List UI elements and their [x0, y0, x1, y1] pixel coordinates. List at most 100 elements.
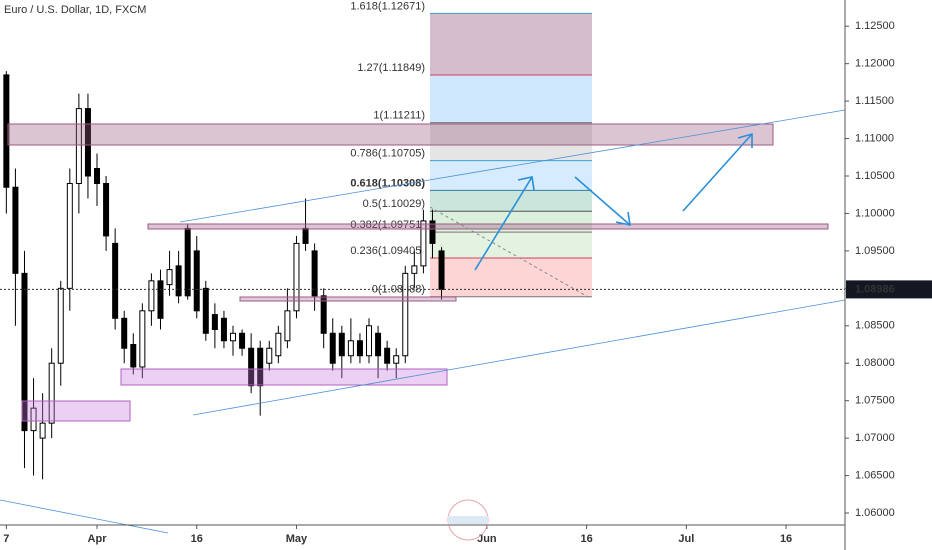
candle-body	[193, 250, 200, 312]
zone	[239, 296, 457, 302]
candle-body	[393, 355, 400, 364]
candle-body	[230, 332, 237, 342]
x-tick-label: Jul	[678, 533, 694, 545]
zone	[120, 368, 448, 386]
candle-body	[302, 227, 309, 244]
chart-title: Euro / U.S. Dollar, 1D, FXCM	[4, 4, 146, 16]
zone	[147, 223, 829, 230]
fib-label: 0.382(1.09751)	[350, 219, 425, 231]
candle-body	[375, 332, 382, 357]
y-tick-label: 1.09500	[855, 245, 895, 257]
y-tick-label: 1.06500	[855, 469, 895, 481]
candle-body	[139, 310, 146, 368]
trend-line	[192, 299, 846, 416]
candle-body	[275, 332, 282, 357]
y-tick-label: 1.10500	[855, 170, 895, 182]
candle-body	[21, 272, 28, 432]
candle-body	[66, 182, 73, 289]
y-tick-label: 1.07500	[855, 395, 895, 407]
y-tick-label: 1.11000	[855, 132, 894, 144]
candle-body	[3, 74, 10, 188]
candle-body	[57, 287, 64, 364]
candle-body	[411, 265, 418, 274]
candle-body	[402, 272, 409, 357]
y-tick-label: 1.11500	[855, 95, 894, 107]
trend-line	[0, 499, 169, 534]
candle-body	[420, 220, 427, 267]
y-tick-label: 1.08000	[855, 357, 895, 369]
candle-body	[84, 108, 91, 177]
candle-body	[311, 250, 318, 297]
fib-zone	[430, 232, 592, 259]
x-tick-label: 7	[3, 533, 9, 545]
fib-zone	[430, 211, 592, 233]
y-tick-label: 1.06000	[855, 507, 895, 519]
candle-body	[112, 242, 119, 319]
candle-body	[130, 344, 137, 368]
x-tick-label: 16	[780, 533, 792, 545]
candle-body	[320, 295, 327, 334]
candle-body	[356, 340, 363, 357]
y-tick-label: 1.12500	[855, 20, 895, 32]
candle-body	[148, 280, 155, 312]
candle-body	[338, 332, 345, 357]
arrows	[474, 132, 753, 271]
last-price-label: 1.08986	[855, 283, 895, 295]
x-tick-label: Apr	[88, 533, 108, 545]
candle-body	[175, 265, 182, 297]
candle-body	[94, 168, 101, 184]
y-tick-label: 1.12000	[855, 58, 895, 70]
zone	[7, 123, 774, 146]
y-tick-label: 1.10000	[855, 207, 895, 219]
x-tick-label: 16	[580, 533, 592, 545]
candle-body	[39, 422, 46, 439]
candle-body	[429, 220, 436, 244]
fib-zone	[430, 190, 592, 212]
y-tick-label: 1.08500	[855, 320, 895, 332]
y-tick-label: 1.07000	[855, 432, 895, 444]
zone	[21, 400, 131, 422]
candle-body	[384, 347, 391, 364]
fib-label: 1.618(1.12671)	[350, 0, 425, 12]
fib-label: 0.236(1.09405)	[350, 245, 425, 257]
candle-body	[30, 407, 37, 432]
plot: 1.618(1.12671) 1.27(1.11849) 1(1.11211) 0.7…	[3, 0, 592, 480]
fib-zone	[430, 258, 592, 297]
candle-body	[257, 347, 264, 387]
candle-body	[284, 310, 291, 342]
candle-body	[184, 227, 191, 297]
candle-body	[103, 182, 110, 237]
candle-body	[12, 186, 19, 274]
candle-body	[293, 242, 300, 312]
candle-body	[75, 108, 82, 184]
fib-label: 0.5(1.10029)	[363, 198, 425, 210]
candle-body	[157, 280, 164, 319]
x-tick-label: Jun	[477, 533, 497, 545]
candle-body	[366, 325, 373, 357]
candle-body	[347, 340, 354, 357]
x-tick-label: 16	[191, 533, 203, 545]
fib-label: 0.618(1.10308)	[350, 177, 425, 189]
candle-body	[48, 362, 55, 424]
candle-body	[239, 332, 246, 349]
trend-line	[179, 109, 846, 223]
fib-label: 0.786(1.10705)	[350, 148, 425, 160]
fib-zone	[430, 13, 592, 75]
candle-body	[438, 250, 445, 290]
candle-body	[166, 269, 173, 286]
fib-trend	[429, 206, 591, 299]
last-price-box	[846, 280, 932, 299]
candle-body	[220, 317, 227, 342]
candle-body	[329, 332, 336, 364]
candle-body	[266, 347, 273, 364]
fib-label: 1.27(1.11849)	[357, 62, 425, 74]
fib-label: 1(1.11211)	[373, 110, 425, 122]
candle-body	[211, 314, 218, 331]
fib-label: 0(1.08888)	[372, 284, 425, 296]
candle-body	[248, 347, 255, 387]
x-tick-label: May	[286, 533, 308, 545]
watermark	[447, 499, 489, 541]
